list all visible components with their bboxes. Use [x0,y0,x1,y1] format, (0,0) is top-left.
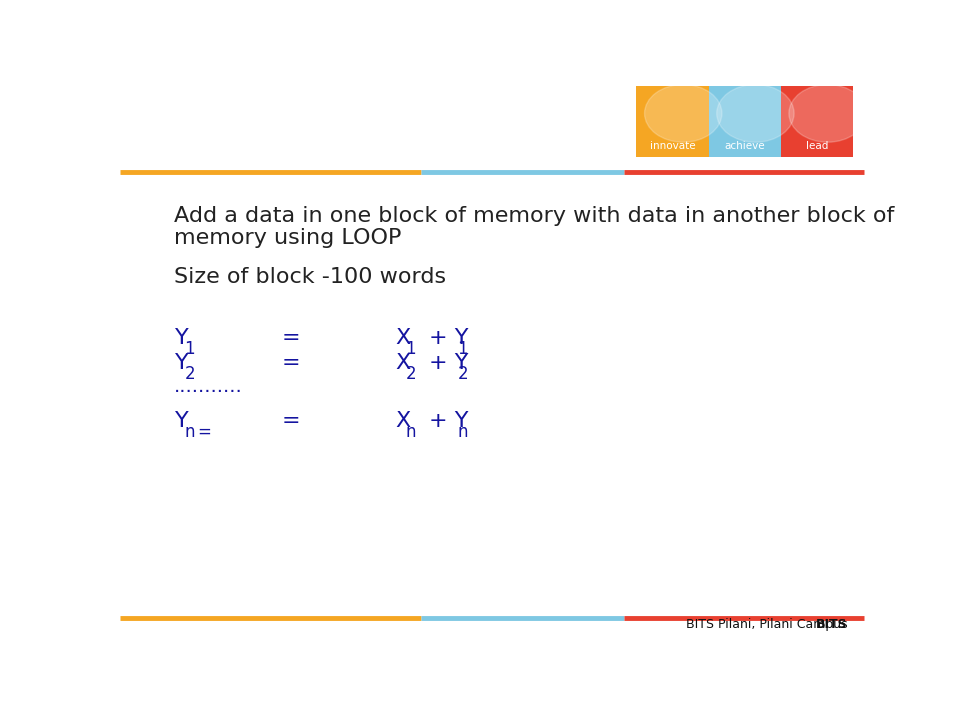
Text: + Y: + Y [429,328,468,348]
Text: + Y: + Y [429,411,468,431]
Text: memory using LOOP: memory using LOOP [175,228,401,248]
Text: lead: lead [805,140,828,150]
Bar [780,86,852,158]
Text: $\mathregular{n}$: $\mathregular{n}$ [457,423,468,441]
Text: innovate: innovate [650,140,695,150]
Circle shape [789,84,866,142]
Text: $\mathregular{n=}$: $\mathregular{n=}$ [184,423,212,441]
Text: =: = [282,353,300,373]
Text: achieve: achieve [724,140,765,150]
Bar [636,86,708,158]
Text: $\mathregular{1}$: $\mathregular{1}$ [405,340,416,358]
Bar [708,86,780,158]
Text: Add a data in one block of memory with data in another block of: Add a data in one block of memory with d… [175,206,895,226]
Text: $\mathregular{n}$: $\mathregular{n}$ [405,423,416,441]
Text: $\mathregular{1}$: $\mathregular{1}$ [184,340,195,358]
Text: $\mathregular{Y}$: $\mathregular{Y}$ [175,411,190,431]
Text: $\mathregular{2}$: $\mathregular{2}$ [405,365,416,383]
Circle shape [644,84,722,142]
Text: $\mathregular{2}$: $\mathregular{2}$ [457,365,468,383]
Text: + Y: + Y [429,353,468,373]
Text: $\mathregular{Y}$: $\mathregular{Y}$ [175,328,190,348]
Text: $\mathregular{X}$: $\mathregular{X}$ [396,411,412,431]
Text: BITS: BITS [816,618,848,631]
Text: =: = [282,411,300,431]
Text: $\mathregular{Y}$: $\mathregular{Y}$ [175,353,190,373]
Text: Size of block -100 words: Size of block -100 words [175,267,446,287]
Text: BITS Pilani, Pilani Campus: BITS Pilani, Pilani Campus [686,618,848,631]
Text: $\mathregular{2}$: $\mathregular{2}$ [184,365,195,383]
Text: ...........: ........... [175,377,243,397]
Text: $\mathregular{X}$: $\mathregular{X}$ [396,328,412,348]
Circle shape [717,84,794,142]
Text: =: = [282,328,300,348]
Text: $\mathregular{1}$: $\mathregular{1}$ [457,340,468,358]
Text: $\mathregular{X}$: $\mathregular{X}$ [396,353,412,373]
